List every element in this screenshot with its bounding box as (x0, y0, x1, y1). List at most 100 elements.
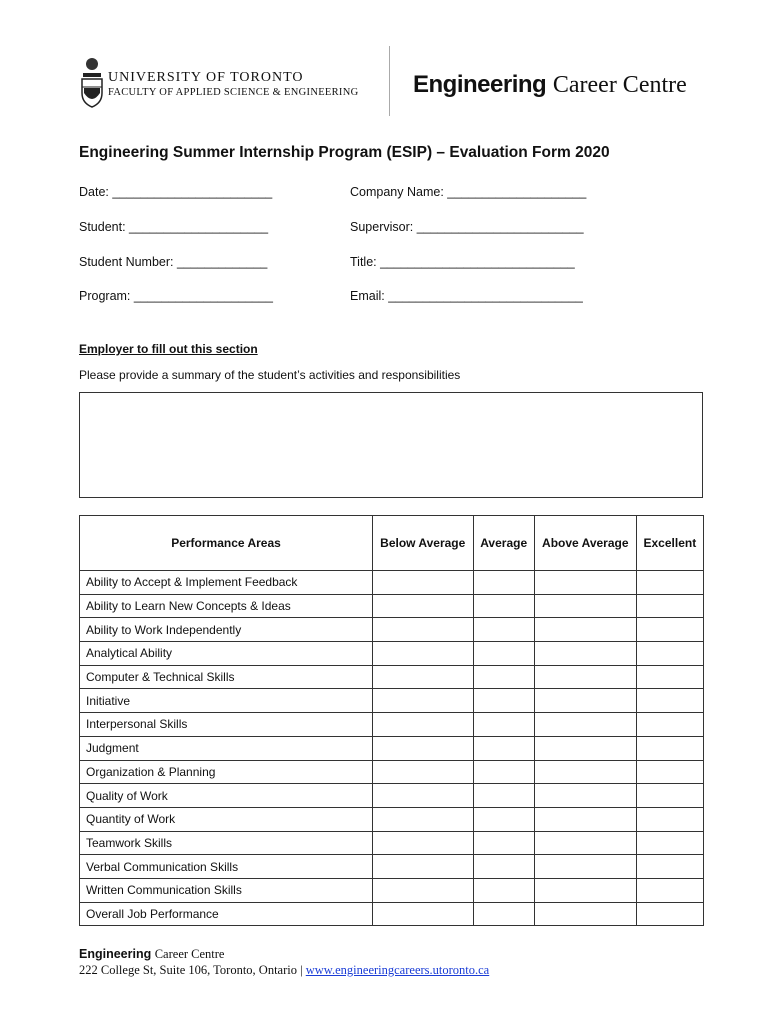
rating-cell-excellent[interactable] (635, 688, 705, 714)
performance-area-label: Quantity of Work (79, 806, 373, 832)
faculty-name: FACULTY OF APPLIED SCIENCE & ENGINEERING (108, 87, 359, 98)
rating-cell-above-average[interactable] (533, 712, 637, 737)
rating-cell-excellent[interactable] (635, 854, 705, 879)
rating-cell-below-average[interactable] (372, 759, 474, 785)
rating-cell-average[interactable] (472, 617, 535, 643)
rating-cell-excellent[interactable] (635, 877, 705, 903)
rating-cell-below-average[interactable] (372, 735, 474, 761)
table-row: Ability to Work Independently (79, 617, 705, 643)
form-title: Engineering Summer Internship Program (E… (79, 144, 610, 161)
rating-cell-average[interactable] (472, 830, 535, 856)
email-field[interactable]: Email: ____________________________ (350, 289, 583, 303)
rating-cell-average[interactable] (472, 735, 535, 761)
rating-cell-excellent[interactable] (635, 641, 705, 666)
rating-cell-above-average[interactable] (533, 783, 637, 808)
header-above-average: Above Average (533, 515, 637, 571)
table-row: Quantity of Work (79, 806, 705, 832)
rating-cell-average[interactable] (472, 664, 535, 690)
rating-cell-average[interactable] (472, 901, 535, 927)
rating-cell-above-average[interactable] (533, 806, 637, 832)
student-number-field[interactable]: Student Number: _____________ (79, 255, 268, 269)
rating-cell-below-average[interactable] (372, 712, 474, 737)
rating-cell-below-average[interactable] (372, 877, 474, 903)
rating-cell-below-average[interactable] (372, 570, 474, 595)
rating-cell-excellent[interactable] (635, 830, 705, 856)
website-link[interactable]: www.engineeringcareers.utoronto.ca (305, 963, 490, 977)
summary-textbox[interactable] (79, 392, 703, 498)
rating-cell-average[interactable] (472, 641, 535, 666)
rating-cell-above-average[interactable] (533, 617, 637, 643)
table-row: Initiative (79, 688, 705, 714)
rating-cell-above-average[interactable] (533, 688, 637, 714)
header-divider (389, 46, 390, 116)
performance-area-label: Analytical Ability (79, 641, 373, 666)
rating-cell-above-average[interactable] (533, 901, 637, 927)
career-centre-logo: Engineering Career Centre (413, 71, 687, 98)
rating-cell-below-average[interactable] (372, 688, 474, 714)
rating-cell-average[interactable] (472, 783, 535, 808)
rating-cell-below-average[interactable] (372, 854, 474, 879)
performance-area-label: Written Communication Skills (79, 877, 373, 903)
rating-cell-above-average[interactable] (533, 735, 637, 761)
rating-cell-above-average[interactable] (533, 830, 637, 856)
rating-cell-excellent[interactable] (635, 593, 705, 619)
rating-cell-excellent[interactable] (635, 617, 705, 643)
rating-cell-excellent[interactable] (635, 759, 705, 785)
rating-cell-below-average[interactable] (372, 901, 474, 927)
rating-cell-below-average[interactable] (372, 617, 474, 643)
rating-cell-average[interactable] (472, 688, 535, 714)
company-name-field[interactable]: Company Name: ____________________ (350, 185, 587, 199)
header-performance-areas: Performance Areas (79, 515, 373, 571)
rating-cell-below-average[interactable] (372, 830, 474, 856)
rating-cell-excellent[interactable] (635, 570, 705, 595)
rating-cell-below-average[interactable] (372, 806, 474, 832)
table-row: Ability to Learn New Concepts & Ideas (79, 593, 705, 619)
performance-area-label: Ability to Accept & Implement Feedback (79, 570, 373, 595)
table-row: Quality of Work (79, 783, 705, 808)
rating-cell-above-average[interactable] (533, 877, 637, 903)
rating-cell-excellent[interactable] (635, 664, 705, 690)
performance-area-label: Organization & Planning (79, 759, 373, 785)
rating-cell-average[interactable] (472, 759, 535, 785)
student-field[interactable]: Student: ____________________ (79, 220, 269, 234)
date-field[interactable]: Date: _______________________ (79, 185, 273, 199)
university-crest-logo (81, 58, 103, 108)
performance-table: Performance Areas Below Average Average … (79, 515, 705, 927)
rating-cell-excellent[interactable] (635, 712, 705, 737)
rating-cell-average[interactable] (472, 877, 535, 903)
header-excellent: Excellent (635, 515, 705, 571)
rating-cell-average[interactable] (472, 570, 535, 595)
rating-cell-below-average[interactable] (372, 593, 474, 619)
table-row: Judgment (79, 735, 705, 761)
program-field[interactable]: Program: ____________________ (79, 289, 273, 303)
rating-cell-below-average[interactable] (372, 641, 474, 666)
table-row: Analytical Ability (79, 641, 705, 666)
table-row: Interpersonal Skills (79, 712, 705, 737)
rating-cell-above-average[interactable] (533, 664, 637, 690)
rating-cell-excellent[interactable] (635, 735, 705, 761)
title-field[interactable]: Title: ____________________________ (350, 255, 575, 269)
performance-area-label: Overall Job Performance (79, 901, 373, 927)
rating-cell-excellent[interactable] (635, 806, 705, 832)
supervisor-field[interactable]: Supervisor: ________________________ (350, 220, 584, 234)
rating-cell-average[interactable] (472, 854, 535, 879)
rating-cell-below-average[interactable] (372, 783, 474, 808)
table-row: Written Communication Skills (79, 877, 705, 903)
rating-cell-below-average[interactable] (372, 664, 474, 690)
rating-cell-excellent[interactable] (635, 901, 705, 927)
rating-cell-above-average[interactable] (533, 570, 637, 595)
rating-cell-above-average[interactable] (533, 759, 637, 785)
footer-centre: Engineering Career Centre (79, 947, 225, 961)
table-row: Ability to Accept & Implement Feedback (79, 570, 705, 595)
rating-cell-average[interactable] (472, 806, 535, 832)
rating-cell-average[interactable] (472, 593, 535, 619)
header-average: Average (472, 515, 535, 571)
rating-cell-excellent[interactable] (635, 783, 705, 808)
rating-cell-above-average[interactable] (533, 641, 637, 666)
performance-area-label: Initiative (79, 688, 373, 714)
rating-cell-average[interactable] (472, 712, 535, 737)
rating-cell-above-average[interactable] (533, 593, 637, 619)
table-row: Overall Job Performance (79, 901, 705, 927)
rating-cell-above-average[interactable] (533, 854, 637, 879)
